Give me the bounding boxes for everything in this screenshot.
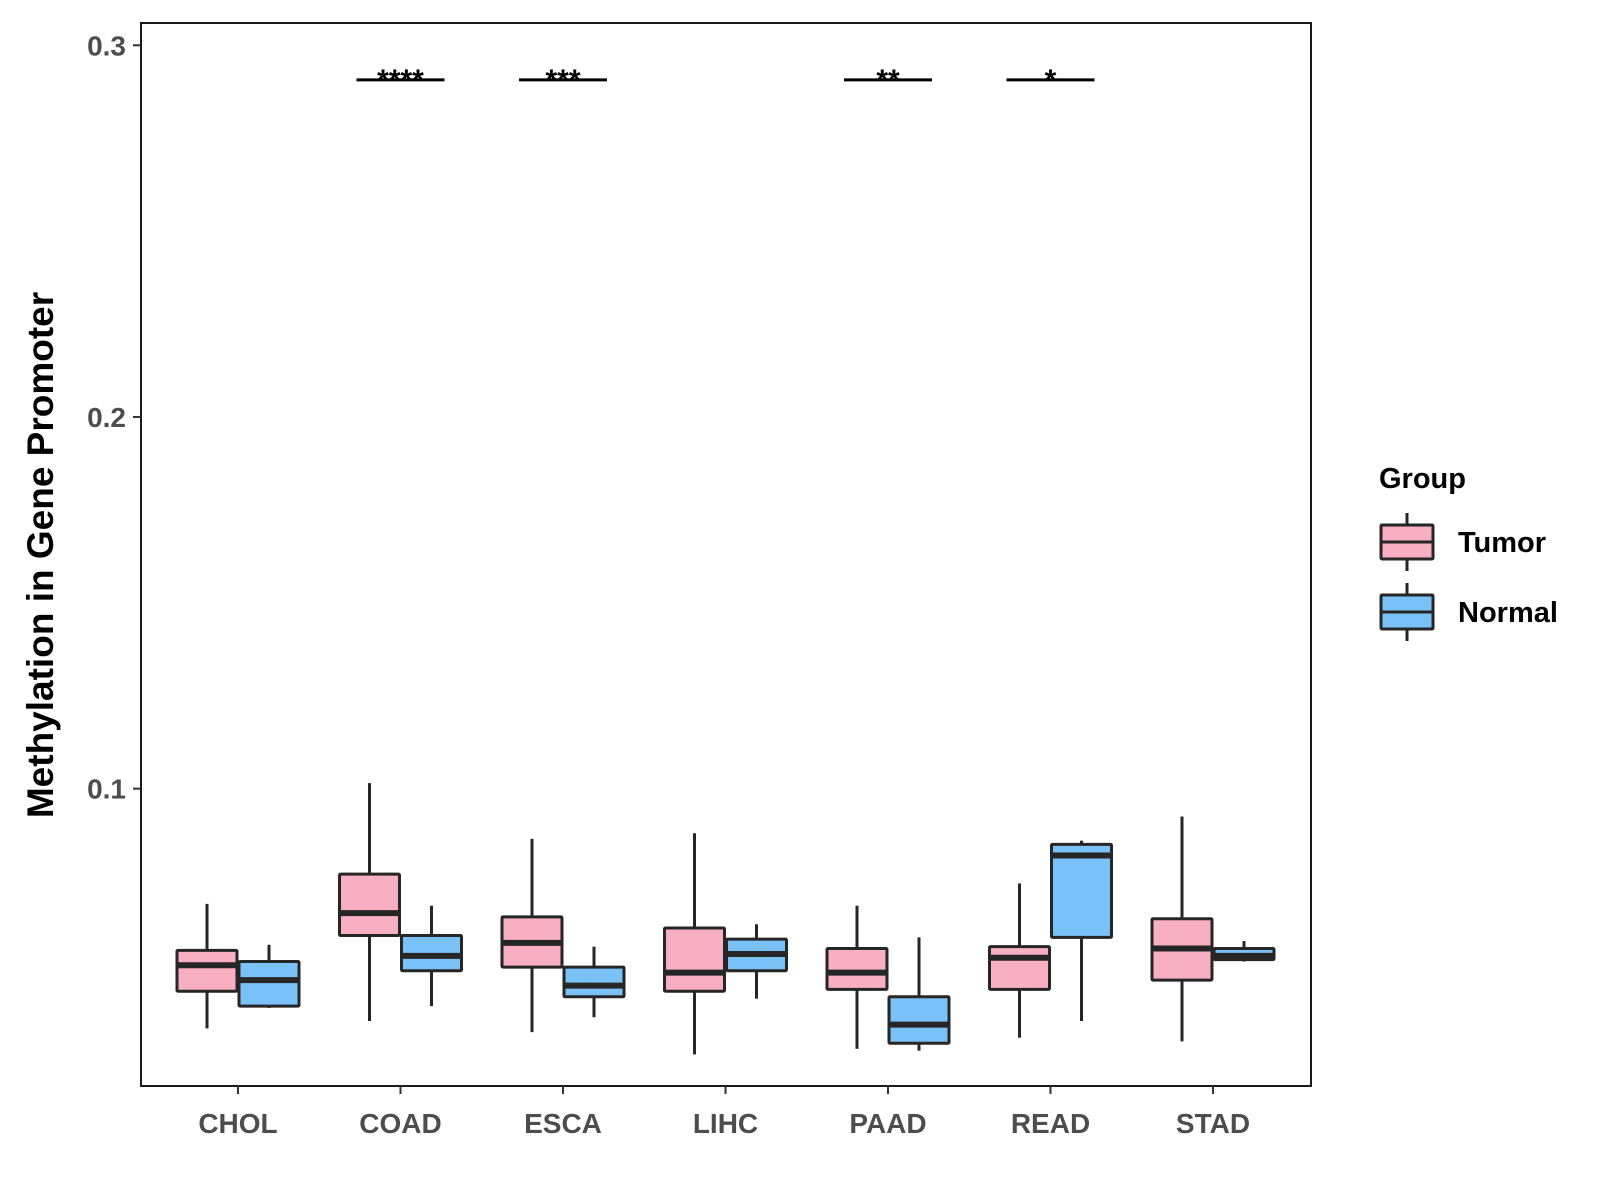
y-tick-label: 0.2 — [87, 402, 126, 433]
box-chol-normal — [237, 944, 301, 1008]
y-tick-label: 0.1 — [87, 774, 126, 805]
box-stad-normal — [1212, 941, 1276, 962]
box-read-normal — [1050, 840, 1113, 1021]
box-stad-tumor — [1150, 816, 1214, 1042]
box-iqr-chol-tumor — [175, 948, 239, 993]
x-tick-label-paad: PAAD — [849, 1108, 926, 1139]
legend-item-normal: Normal — [1379, 583, 1558, 641]
box-read-tumor — [988, 883, 1051, 1038]
x-tick-label-chol: CHOL — [198, 1108, 277, 1139]
box-coad-tumor — [338, 783, 401, 1021]
box-chol-tumor — [175, 903, 239, 1029]
significance-label-coad: **** — [377, 64, 424, 97]
legend: Group Tumor Normal — [1379, 463, 1558, 641]
boxes-layer — [175, 783, 1276, 1055]
box-iqr-paad-tumor — [825, 946, 889, 991]
x-tick-label-stad: STAD — [1176, 1108, 1250, 1139]
x-tick-label-read: READ — [1011, 1108, 1090, 1139]
legend-label-tumor: Tumor — [1458, 527, 1546, 559]
significance-label-paad: ** — [876, 64, 900, 97]
box-esca-normal — [562, 946, 626, 1018]
legend-title: Group — [1379, 463, 1466, 495]
box-iqr-read-tumor — [988, 945, 1051, 991]
x-tick-label-lihc: LIHC — [693, 1108, 758, 1139]
box-iqr-read-normal — [1050, 842, 1113, 939]
box-lihc-normal — [725, 924, 788, 999]
box-iqr-paad-normal — [887, 995, 951, 1045]
box-iqr-esca-normal — [562, 965, 626, 999]
x-tick-label-esca: ESCA — [524, 1108, 602, 1139]
x-axis: CHOL COAD ESCA LIHC PAAD READ STAD — [198, 1086, 1250, 1139]
legend-label-normal: Normal — [1458, 597, 1558, 629]
box-lihc-tumor — [663, 833, 726, 1055]
significance-label-esca: *** — [545, 64, 580, 97]
box-paad-tumor — [825, 905, 889, 1049]
y-tick-label: 0.3 — [87, 30, 126, 61]
box-iqr-coad-tumor — [338, 872, 401, 937]
box-esca-tumor — [500, 838, 564, 1033]
significance-label-read: * — [1045, 64, 1057, 97]
significance-layer: **** *** ** * — [356, 64, 1095, 97]
box-coad-normal — [400, 905, 463, 1007]
legend-item-tumor: Tumor — [1379, 513, 1546, 571]
y-axis-title: Methylation in Gene Promoter — [20, 292, 61, 818]
box-iqr-lihc-tumor — [663, 926, 726, 993]
box-paad-normal — [887, 937, 951, 1051]
x-tick-label-coad: COAD — [359, 1108, 441, 1139]
y-axis: 0.1 0.2 0.3 — [87, 30, 141, 805]
box-iqr-chol-normal — [237, 959, 301, 1008]
